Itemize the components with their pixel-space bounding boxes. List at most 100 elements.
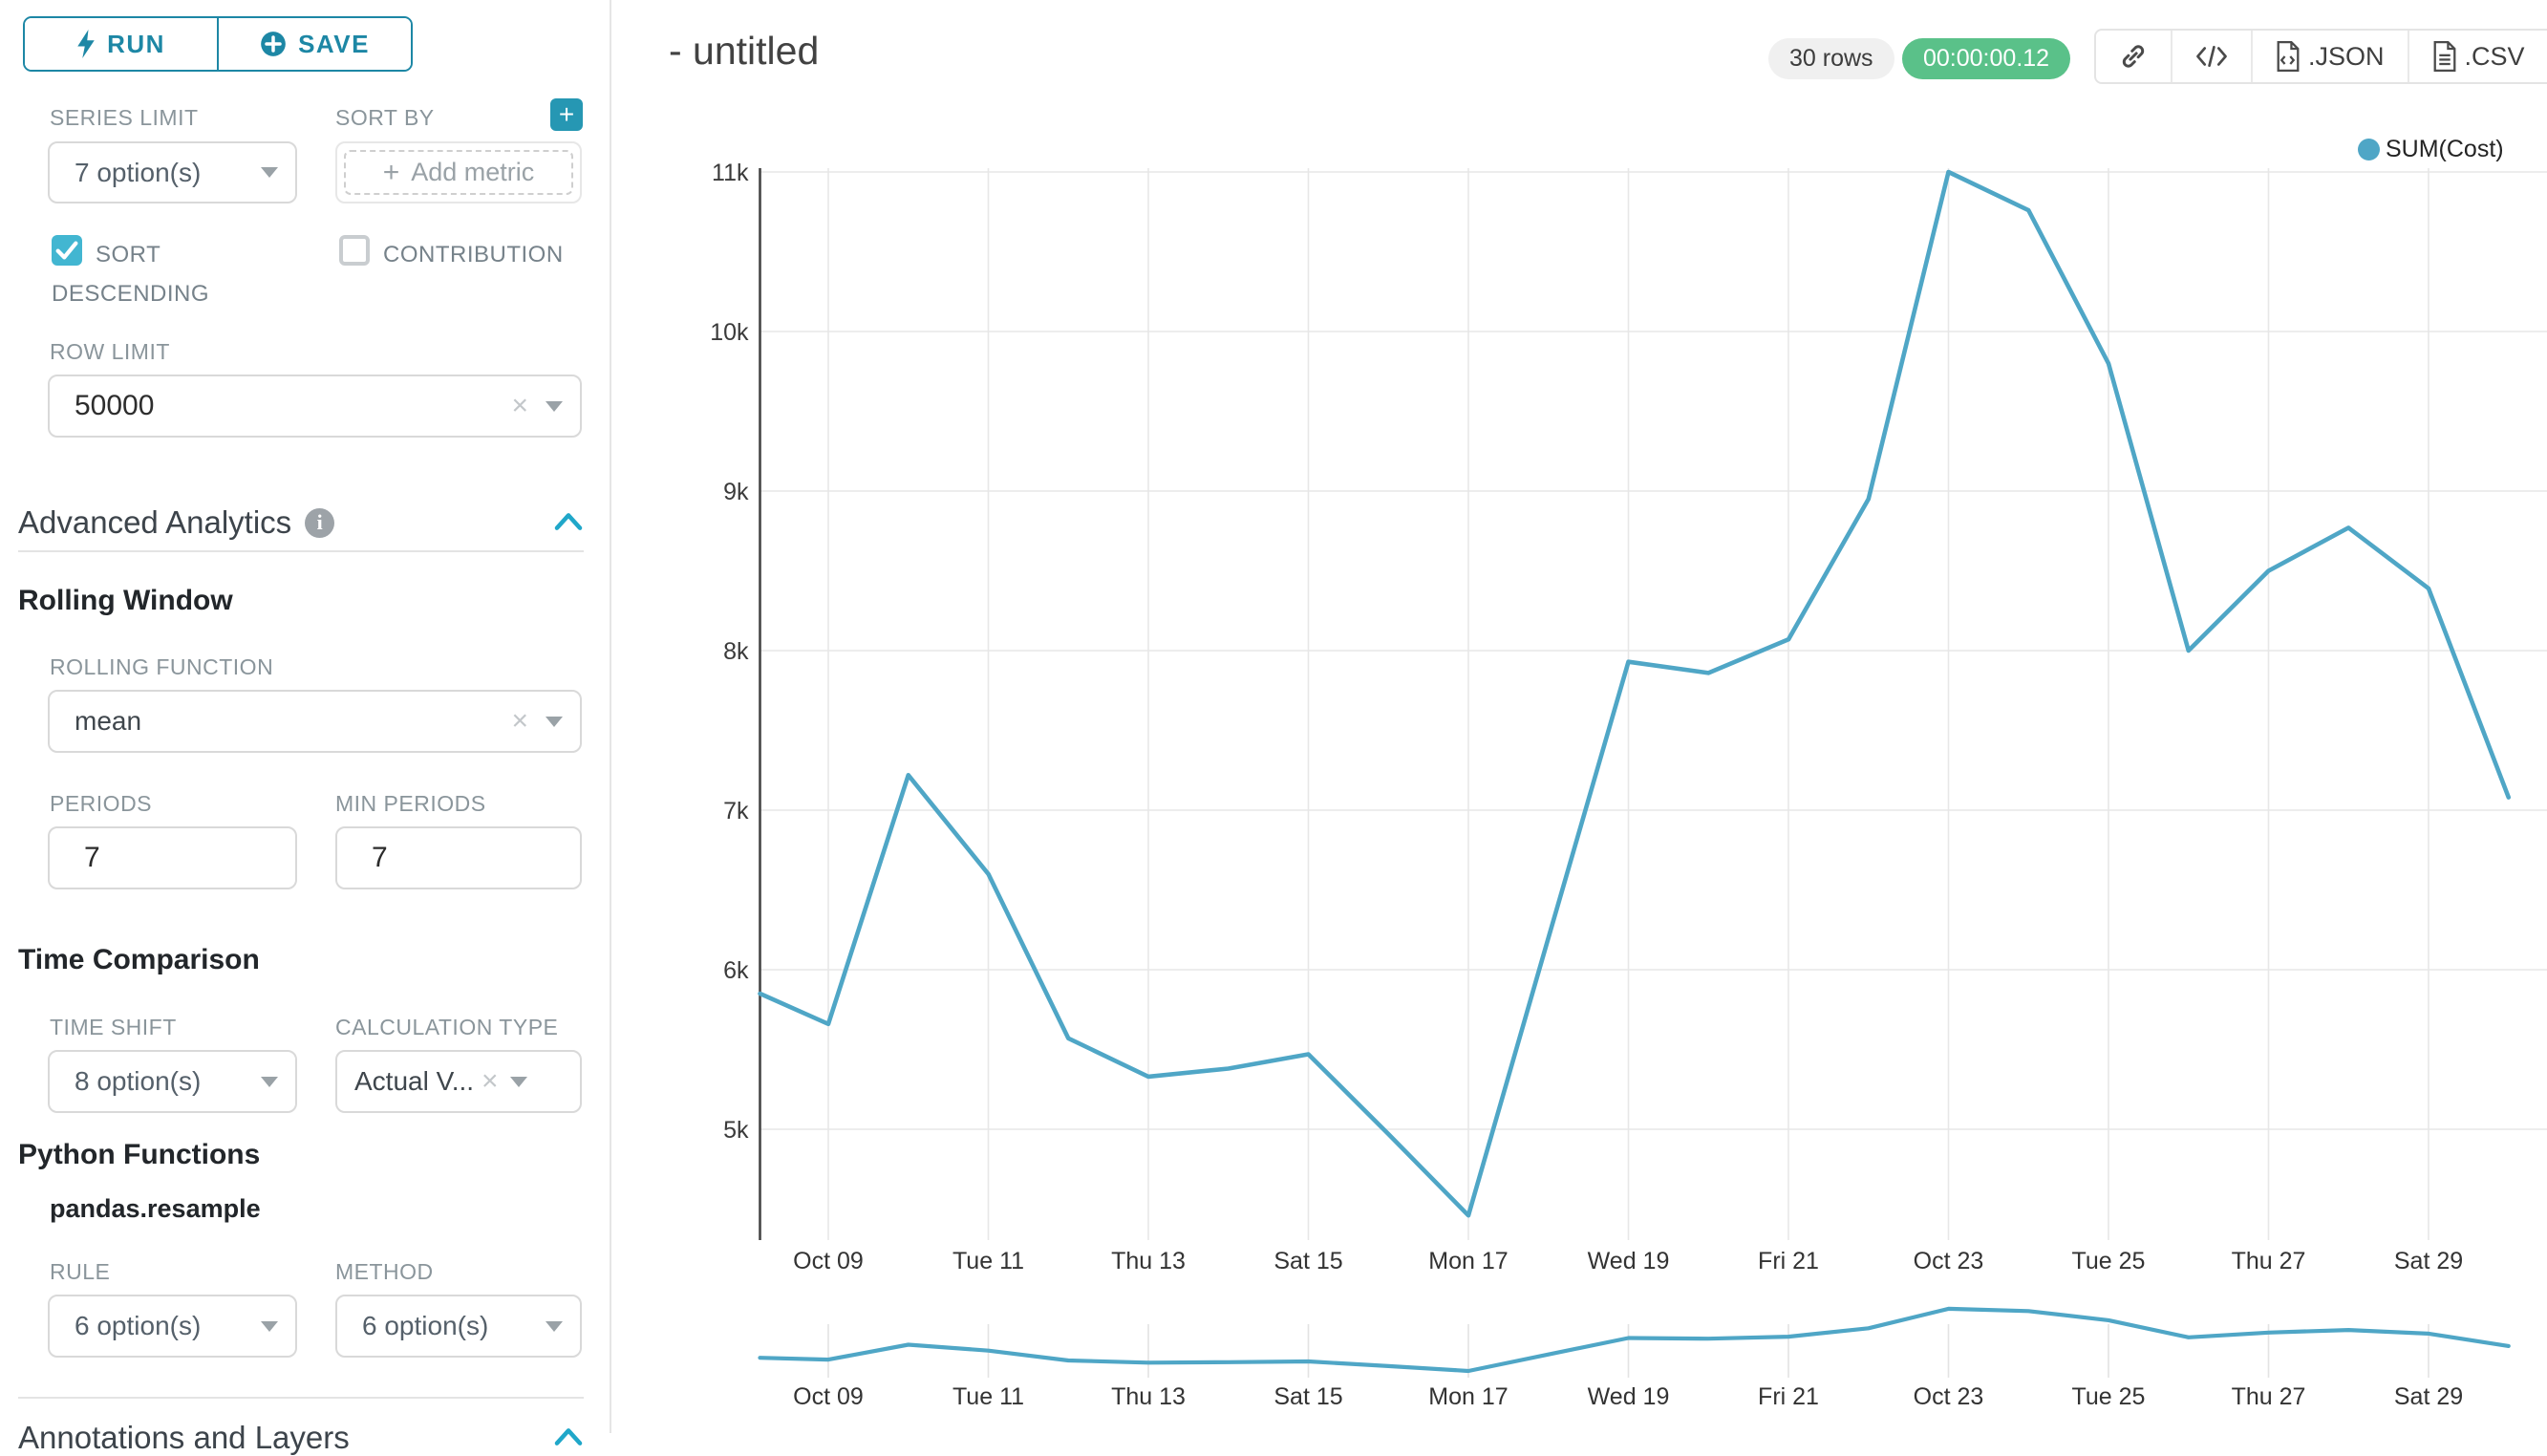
contribution-checkbox[interactable] [339, 235, 370, 266]
chevron-down-icon [261, 1320, 278, 1332]
rolling-window-title: Rolling Window [18, 585, 233, 616]
time-shift-label: TIME SHIFT [50, 1015, 177, 1039]
section-divider [18, 1397, 584, 1399]
calculation-type-value: Actual V... [354, 1066, 475, 1096]
code-icon [2196, 45, 2227, 68]
x-axis-tick-label: Wed 19 [1588, 1248, 1670, 1274]
series-limit-select[interactable]: 7 option(s) [48, 141, 297, 203]
y-axis-tick-label: 5k [723, 1117, 749, 1144]
rolling-function-select[interactable]: mean × [48, 690, 582, 753]
chart-title[interactable]: - untitled [669, 29, 820, 73]
pandas-resample-label: pandas.resample [50, 1194, 261, 1223]
chart-legend[interactable]: SUM(Cost) [2358, 136, 2504, 163]
y-axis-tick-label: 7k [723, 798, 749, 824]
mini-x-axis-tick-label: Oct 09 [793, 1383, 864, 1410]
x-axis-tick-label: Oct 23 [1914, 1248, 1984, 1274]
mini-x-axis-tick-label: Sat 15 [1274, 1383, 1342, 1410]
y-axis-tick-label: 6k [723, 957, 749, 984]
series-line-SUM(Cost)[interactable] [758, 169, 2512, 1218]
rule-value: 6 option(s) [75, 1311, 202, 1340]
export-json-button[interactable]: .JSON [2251, 31, 2408, 82]
plus-icon: + [382, 156, 400, 188]
embed-code-button[interactable] [2171, 31, 2251, 82]
x-axis-tick-label: Fri 21 [1758, 1248, 1819, 1274]
clear-icon[interactable]: × [511, 705, 528, 737]
min-periods-label: MIN PERIODS [335, 791, 486, 816]
save-button[interactable]: SAVE [219, 18, 411, 70]
y-axis-tick-label: 10k [710, 319, 749, 346]
mini-x-axis-tick-label: Sat 29 [2394, 1383, 2463, 1410]
min-periods-input[interactable]: 7 [335, 826, 582, 889]
query-timer-badge: 00:00:00.12 [1902, 38, 2071, 79]
x-axis-tick-label: Sat 15 [1274, 1248, 1342, 1274]
lightning-icon [77, 30, 95, 58]
y-axis-tick-label: 11k [712, 160, 749, 186]
sort-descending-checkbox[interactable] [52, 235, 82, 266]
chevron-up-icon[interactable] [554, 1425, 583, 1448]
sort-by-label: SORT BY [335, 105, 435, 130]
periods-label: PERIODS [50, 791, 153, 816]
rolling-function-label: ROLLING FUNCTION [50, 654, 274, 679]
chevron-down-icon [546, 716, 563, 727]
y-axis-tick-label: 9k [723, 479, 749, 505]
annotations-layers-header[interactable]: Annotations and Layers [18, 1420, 350, 1455]
section-divider [18, 550, 584, 552]
csv-button-label: .CSV [2464, 41, 2525, 71]
calculation-type-select[interactable]: Actual V... × [335, 1050, 582, 1113]
sort-by-add-metric[interactable]: + Add metric [335, 141, 582, 203]
row-limit-value: 50000 [75, 390, 155, 421]
info-icon[interactable]: i [305, 507, 335, 538]
python-functions-title: Python Functions [18, 1139, 261, 1170]
method-label: METHOD [335, 1259, 434, 1284]
advanced-analytics-title: Advanced Analytics [18, 504, 292, 540]
save-button-label: SAVE [298, 29, 370, 58]
row-limit-label: ROW LIMIT [50, 339, 170, 364]
run-button[interactable]: RUN [25, 18, 219, 70]
mini-x-axis-tick-label: Mon 17 [1428, 1383, 1508, 1410]
mini-x-axis-tick-label: Thu 13 [1111, 1383, 1186, 1410]
time-shift-select[interactable]: 8 option(s) [48, 1050, 297, 1113]
chevron-up-icon[interactable] [554, 510, 583, 533]
contribution-label: CONTRIBUTION [383, 242, 564, 268]
clear-icon[interactable]: × [511, 390, 528, 421]
row-count-badge: 30 rows [1768, 38, 1894, 79]
x-axis-tick-label: Thu 27 [2232, 1248, 2306, 1274]
y-axis-tick-label: 8k [723, 638, 749, 665]
mini-x-axis-tick-label: Fri 21 [1758, 1383, 1819, 1410]
run-button-label: RUN [107, 29, 165, 58]
check-icon [55, 241, 78, 260]
chevron-down-icon [546, 1320, 563, 1332]
share-link-button[interactable] [2096, 31, 2171, 82]
mini-x-axis-tick-label: Tue 11 [952, 1383, 1024, 1410]
calculation-type-label: CALCULATION TYPE [335, 1015, 559, 1039]
plus-circle-icon [261, 32, 286, 56]
rolling-function-value: mean [75, 706, 142, 736]
mini-x-axis-tick-label: Wed 19 [1588, 1383, 1670, 1410]
sort-descending-control[interactable]: SORT DESCENDING [52, 235, 250, 313]
chevron-down-icon [261, 1076, 278, 1087]
export-csv-button[interactable]: .CSV [2407, 31, 2547, 82]
advanced-analytics-header[interactable]: Advanced Analytics i [18, 504, 335, 541]
method-value: 6 option(s) [362, 1311, 489, 1340]
mini-x-axis-tick-label: Tue 25 [2072, 1383, 2146, 1410]
legend-series-dot [2358, 139, 2380, 161]
add-sort-plus-button[interactable]: + [550, 98, 583, 131]
time-comparison-title: Time Comparison [18, 944, 260, 975]
mini-series-line-SUM(Cost) [758, 1306, 2511, 1374]
row-limit-select[interactable]: 50000 × [48, 375, 582, 438]
sort-descending-label: SORT DESCENDING [52, 242, 210, 307]
rule-select[interactable]: 6 option(s) [48, 1295, 297, 1358]
json-button-label: .JSON [2308, 41, 2385, 71]
method-select[interactable]: 6 option(s) [335, 1295, 582, 1358]
time-shift-value: 8 option(s) [75, 1066, 202, 1096]
x-axis-tick-label: Mon 17 [1428, 1248, 1508, 1274]
rule-label: RULE [50, 1259, 111, 1284]
periods-input[interactable]: 7 [48, 826, 297, 889]
clear-icon[interactable]: × [482, 1065, 499, 1097]
run-save-button-group: RUN SAVE [23, 16, 413, 72]
contribution-control[interactable]: CONTRIBUTION [339, 235, 588, 274]
chevron-down-icon [261, 167, 278, 178]
csv-file-icon [2433, 41, 2455, 72]
link-icon [2122, 45, 2145, 68]
